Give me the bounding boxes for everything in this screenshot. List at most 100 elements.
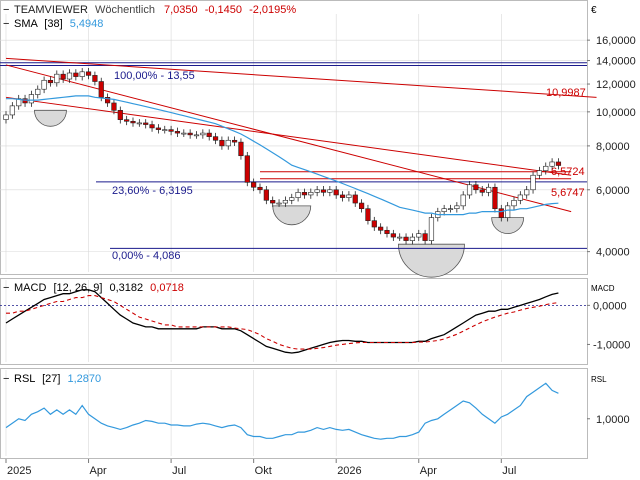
candle-body	[98, 81, 104, 98]
period-label: Wöchentlich	[95, 4, 155, 16]
candle-body	[301, 192, 308, 196]
candle-body	[422, 233, 428, 241]
candle-body	[397, 236, 403, 239]
fib-levels	[0, 62, 587, 249]
collapse-price-icon[interactable]: −	[3, 4, 9, 16]
candle-body	[85, 71, 92, 76]
candle-body	[270, 200, 276, 204]
collapse-macd-icon[interactable]: −	[3, 282, 9, 294]
time-tick-label: Jul	[502, 465, 516, 477]
price-tick-label: 12,0000	[596, 79, 636, 91]
candle-body	[73, 72, 79, 77]
time-tick-label: Jul	[172, 465, 186, 477]
candle-body	[257, 186, 263, 191]
time-tick-label: Apr	[90, 465, 107, 477]
candle-body	[3, 114, 9, 120]
candle-body	[339, 194, 346, 198]
sma-line	[6, 95, 559, 216]
candle-body	[447, 208, 454, 210]
candle-body	[244, 155, 250, 183]
candle-body	[149, 124, 155, 129]
rsl-name: RSL	[14, 373, 35, 385]
fib-0-label: 0,00% - 4,086	[112, 250, 181, 262]
candle-body	[473, 184, 479, 191]
rounding-bottom-marker	[272, 205, 312, 226]
candle-body	[454, 205, 460, 209]
trend-lower-label: 5,6747	[551, 187, 585, 199]
rsl-axis-title: RSL	[591, 375, 607, 384]
candle-body	[16, 98, 22, 107]
candle-body	[327, 189, 333, 193]
sma-name: SMA	[14, 18, 39, 30]
svg-text:TEAMVIEWER Wöchentlich: TEAMVIEWER Wöchentlich 7,0350 -0,1450 -2…	[14, 4, 296, 16]
collapse-sma-icon[interactable]: −	[3, 18, 9, 30]
candle-body	[365, 208, 371, 221]
candle-body	[124, 119, 130, 122]
candle-body	[66, 72, 73, 80]
candle-body	[485, 186, 492, 193]
time-tick-label: Apr	[420, 465, 437, 477]
candle-body	[371, 220, 377, 228]
candle-body	[498, 208, 504, 218]
rsl-line	[5, 382, 559, 440]
candle-body	[282, 200, 289, 204]
candle-body	[384, 230, 390, 234]
candle-body	[143, 122, 149, 125]
trendline	[5, 57, 597, 98]
time-tick-label: 2025	[7, 465, 31, 477]
candle-body	[117, 110, 123, 120]
candle-body	[441, 208, 447, 212]
candle-body	[162, 129, 168, 131]
candle-body	[543, 165, 549, 171]
candle-body	[346, 194, 352, 198]
last-price: 7,0350	[164, 4, 198, 16]
candle-body	[403, 236, 409, 241]
collapse-rsl-icon[interactable]: −	[3, 373, 9, 385]
candle-body	[60, 73, 66, 80]
trendline	[5, 96, 572, 176]
candle-body	[136, 122, 142, 125]
candle-body	[511, 200, 517, 207]
fib-100-label: 100,00% - 13,55	[114, 70, 195, 82]
price-tick-label: 4,0000	[596, 247, 630, 259]
macd-axis-title: MACD	[591, 284, 615, 293]
candle-body	[206, 132, 212, 137]
price-change: -0,1450	[205, 4, 242, 16]
candle-body	[536, 170, 542, 176]
candle-body	[295, 192, 301, 198]
rounding-bottom-marker	[34, 109, 67, 127]
rsl-param: [27]	[42, 373, 60, 385]
macd-value: 0,3182	[109, 282, 143, 294]
price-tick-label: 6,0000	[596, 185, 630, 197]
sma-param: [38]	[44, 18, 62, 30]
candle-body	[549, 161, 555, 167]
candle-body	[263, 189, 269, 201]
candle-body	[314, 189, 320, 193]
time-axis: 2025 Apr Jul Okt 2026 Apr Jul	[5, 459, 516, 477]
candle-body	[289, 197, 295, 201]
candle-body	[225, 139, 231, 147]
trend-upper-label: 10,9987	[546, 87, 586, 99]
candle-body	[466, 184, 473, 196]
candle-body	[200, 132, 206, 136]
candle-body	[378, 226, 384, 231]
svg-text:SMA [38] 5,4948: SMA [38] 5,4948	[14, 18, 103, 30]
currency-label: €	[591, 5, 597, 16]
macd-tick-label: 0,0000	[593, 300, 627, 312]
candle-body	[187, 132, 193, 136]
trend-mid-label: 6,5724	[551, 166, 585, 178]
candle-body	[320, 189, 327, 193]
symbol-name: TEAMVIEWER	[14, 4, 88, 16]
rounding-bottom-marker	[491, 217, 525, 234]
candle-body	[358, 202, 365, 209]
rsl-tick-label: 1,0000	[596, 414, 630, 426]
rsl-axis: 1,0000	[587, 414, 630, 426]
candle-body	[9, 105, 15, 116]
candle-body	[105, 97, 111, 104]
macd-tick-label: -1,0000	[593, 339, 630, 351]
candle-body	[22, 98, 28, 104]
candle-body	[428, 217, 435, 241]
price-tick-label: 10,0000	[596, 107, 636, 119]
candle-body	[555, 161, 562, 166]
price-change-pct: -2,0195%	[249, 4, 296, 16]
